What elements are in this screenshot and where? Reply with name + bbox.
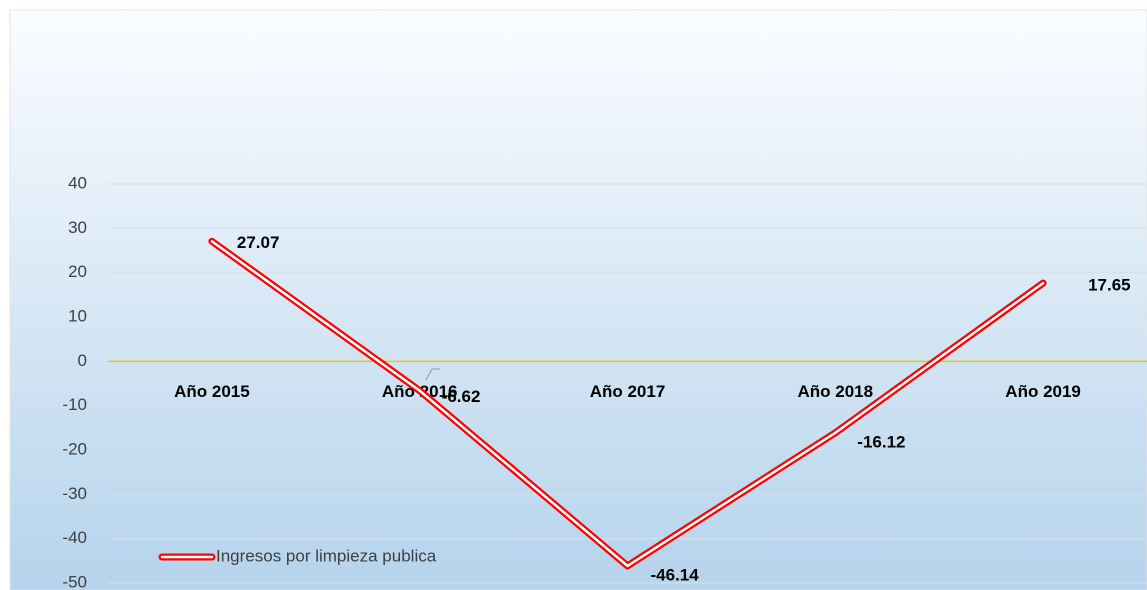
x-tick-label: Año 2017 bbox=[590, 382, 666, 401]
line-inner bbox=[210, 240, 1045, 568]
y-tick-label: 20 bbox=[68, 262, 87, 281]
data-label: 27.07 bbox=[237, 233, 280, 252]
data-label: -6.62 bbox=[442, 387, 481, 406]
x-tick-label: Año 2015 bbox=[174, 382, 250, 401]
chart-area bbox=[9, 9, 1147, 590]
y-tick-label: 10 bbox=[68, 306, 87, 325]
x-tick-label: Año 2018 bbox=[798, 382, 874, 401]
y-tick-label: 30 bbox=[68, 218, 87, 237]
leader-line bbox=[425, 368, 440, 381]
y-tick-label: -50 bbox=[62, 572, 87, 590]
x-tick-label: Año 2019 bbox=[1005, 382, 1081, 401]
y-tick-label: 0 bbox=[78, 351, 87, 370]
y-tick-label: 40 bbox=[68, 173, 87, 192]
y-tick-label: -30 bbox=[62, 484, 87, 503]
y-tick-label: -40 bbox=[62, 528, 87, 547]
data-label: 17.65 bbox=[1088, 276, 1131, 295]
legend-label: Ingresos por limpieza publica bbox=[216, 546, 437, 565]
y-tick-label: -20 bbox=[62, 439, 87, 458]
data-label: -46.14 bbox=[651, 565, 700, 584]
y-tick-label: -10 bbox=[62, 395, 87, 414]
data-label: -16.12 bbox=[857, 432, 905, 451]
